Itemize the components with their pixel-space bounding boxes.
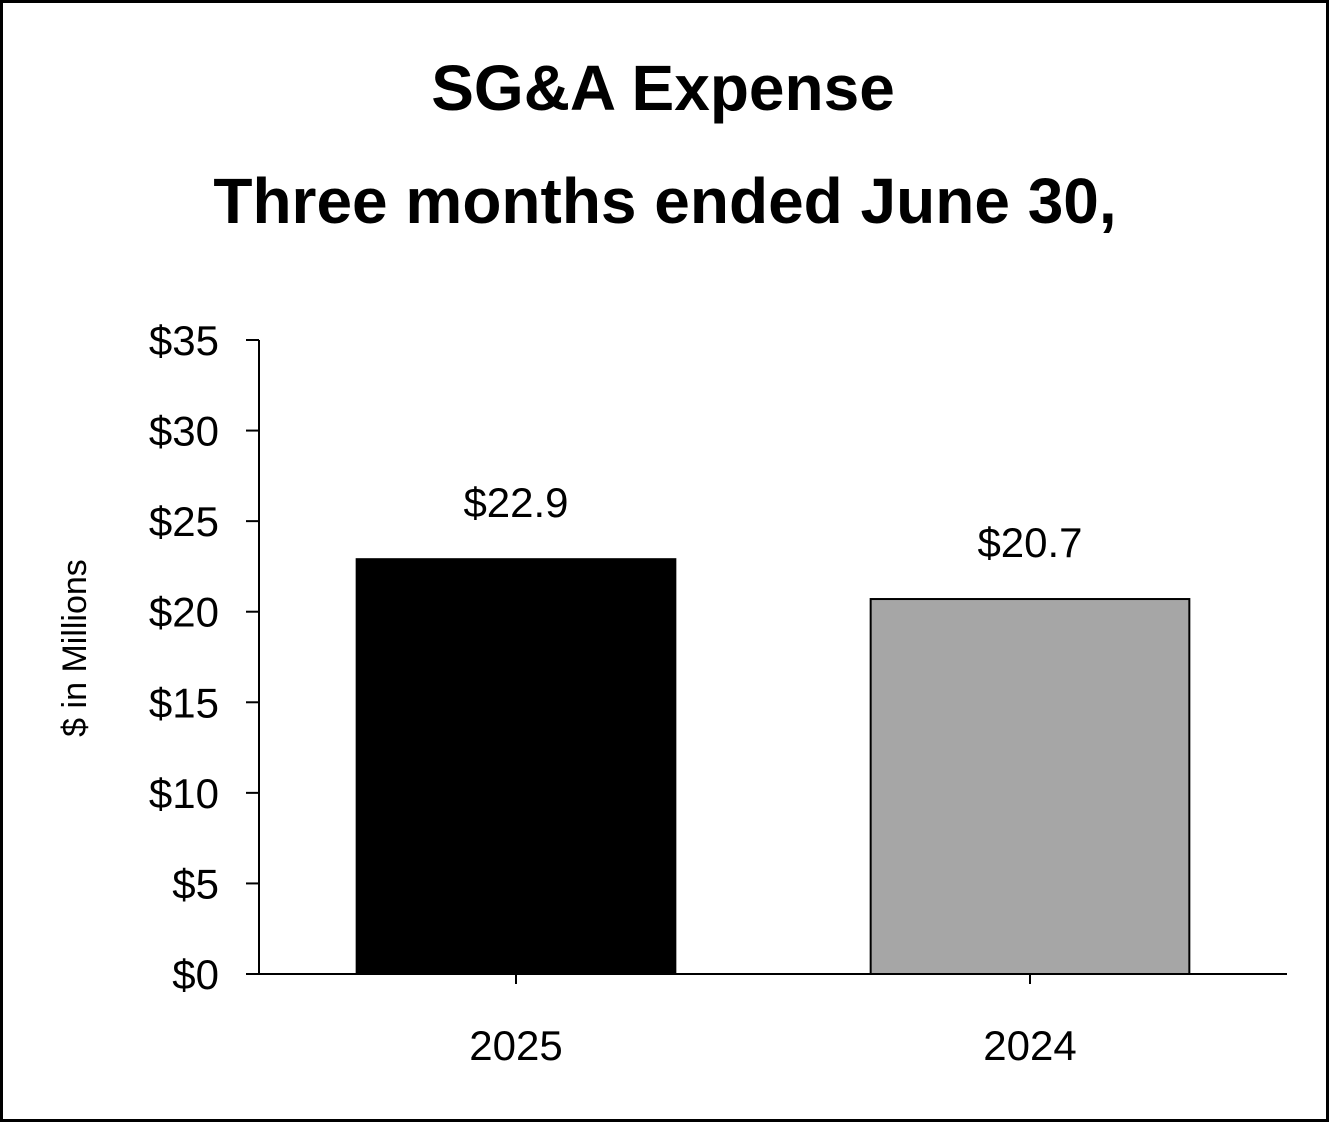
bar-chart: SG&A Expense Three months ended June 30,… xyxy=(56,52,1287,1069)
y-tick-label: $25 xyxy=(149,498,219,545)
x-tick-label: 2025 xyxy=(469,1022,562,1069)
x-tick-label: 2024 xyxy=(983,1022,1076,1069)
y-tick-label: $35 xyxy=(149,317,219,364)
data-label: $20.7 xyxy=(977,519,1082,566)
y-axis-title: $ in Millions xyxy=(56,559,94,737)
plot-area: $0 $5 $10 $15 $20 $25 $30 $35 $22.9 2025 $20.7 2024 xyxy=(149,317,1287,1069)
y-tick-label: $0 xyxy=(172,951,219,998)
data-label: $22.9 xyxy=(463,479,568,526)
y-tick-label: $30 xyxy=(149,408,219,455)
bar-2024 xyxy=(869,598,1191,976)
y-tick-label: $10 xyxy=(149,770,219,817)
y-tick-label: $15 xyxy=(149,679,219,726)
chart-subtitle: Three months ended June 30, xyxy=(213,165,1116,237)
chart-title: SG&A Expense xyxy=(431,52,895,124)
bar-2025 xyxy=(355,558,677,975)
y-tick-label: $20 xyxy=(149,589,219,636)
y-tick-label: $5 xyxy=(172,860,219,907)
